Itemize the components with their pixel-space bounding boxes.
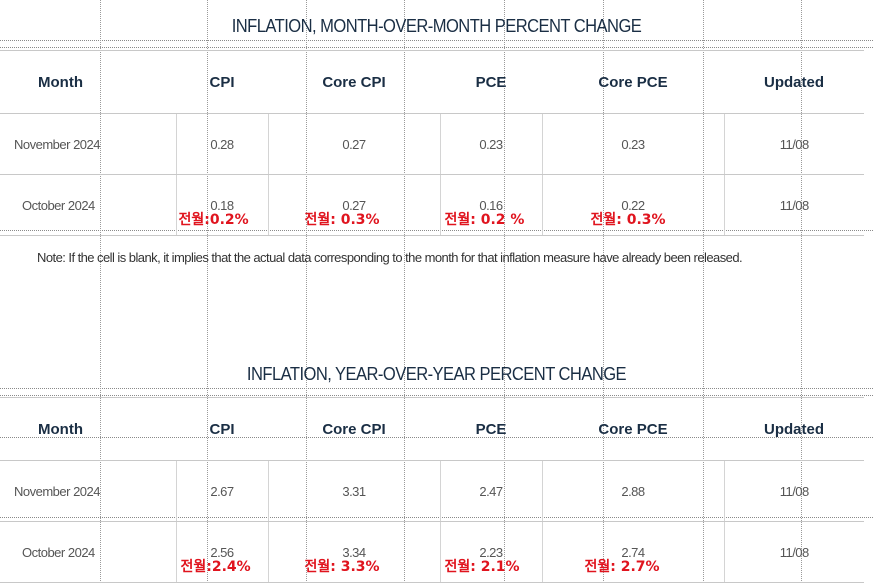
updated-cell: 11/08 xyxy=(723,460,864,522)
header-updated: Updated xyxy=(724,397,864,461)
dotted-guide xyxy=(404,0,405,583)
mom-header-row: Month CPI Core CPI PCE Core PCE Updated xyxy=(0,50,864,114)
cpi-value: 0.18 xyxy=(210,197,234,213)
core-cpi-cell: 0.27 전월: 0.3% xyxy=(267,174,440,236)
prev-month-annotation: 전월: 0.3% xyxy=(304,212,380,228)
pce-cell: 0.23 xyxy=(439,113,542,175)
dotted-guide xyxy=(703,0,704,583)
dotted-guide xyxy=(0,395,873,396)
prev-month-annotation: 전월: 0.3% xyxy=(590,212,666,228)
prev-month-annotation: 전월: 3.3% xyxy=(304,559,380,575)
core-pce-cell: 2.88 xyxy=(541,460,724,522)
yoy-table: Month CPI Core CPI PCE Core PCE Updated … xyxy=(0,397,864,583)
cpi-cell: 2.67 xyxy=(175,460,268,522)
mom-table: Month CPI Core CPI PCE Core PCE Updated … xyxy=(0,50,864,236)
cpi-value: 2.56 xyxy=(210,544,234,560)
pce-value: 0.16 xyxy=(479,197,503,213)
dotted-guide xyxy=(603,0,604,583)
header-core-cpi: Core CPI xyxy=(268,50,440,114)
pce-cell: 0.16 전월: 0.2 % xyxy=(439,174,542,236)
prev-month-annotation: 전월:2.4% xyxy=(180,559,251,575)
core-pce-cell: 2.74 전월: 2.7% xyxy=(541,521,724,583)
prev-month-annotation: 전월: 2.1% xyxy=(444,559,520,575)
core-cpi-value: 0.27 xyxy=(342,197,366,213)
month-cell: October 2024 xyxy=(0,521,176,583)
header-updated: Updated xyxy=(724,50,864,114)
pce-cell: 2.47 xyxy=(439,460,542,522)
table-row: October 2024 0.18 전월:0.2% 0.27 전월: 0.3% … xyxy=(0,174,864,236)
dotted-guide xyxy=(0,388,873,389)
header-cpi: CPI xyxy=(176,50,268,114)
month-cell: November 2024 xyxy=(0,113,176,175)
core-pce-cell: 0.23 xyxy=(541,113,724,175)
pce-cell: 2.23 전월: 2.1% xyxy=(439,521,542,583)
core-cpi-cell: 3.31 xyxy=(267,460,440,522)
header-pce: PCE xyxy=(440,50,542,114)
prev-month-annotation: 전월: 2.7% xyxy=(584,559,660,575)
header-month: Month xyxy=(0,397,176,461)
header-core-cpi: Core CPI xyxy=(268,397,440,461)
prev-month-annotation: 전월:0.2% xyxy=(178,212,249,228)
cpi-cell: 2.56 전월:2.4% xyxy=(175,521,268,583)
core-pce-value: 0.22 xyxy=(621,197,645,213)
cpi-cell: 0.28 xyxy=(175,113,268,175)
header-month: Month xyxy=(0,50,176,114)
pce-value: 2.23 xyxy=(479,544,503,560)
month-cell: November 2024 xyxy=(0,460,176,522)
core-cpi-cell: 3.34 전월: 3.3% xyxy=(267,521,440,583)
core-pce-value: 2.74 xyxy=(621,544,645,560)
header-cpi: CPI xyxy=(176,397,268,461)
dotted-guide xyxy=(0,40,873,41)
dotted-guide xyxy=(306,0,307,583)
dotted-guide xyxy=(801,0,802,583)
dotted-guide xyxy=(207,0,208,583)
core-pce-cell: 0.22 전월: 0.3% xyxy=(541,174,724,236)
yoy-header-row: Month CPI Core CPI PCE Core PCE Updated xyxy=(0,397,864,461)
core-cpi-value: 3.34 xyxy=(342,544,366,560)
table-row: October 2024 2.56 전월:2.4% 3.34 전월: 3.3% … xyxy=(0,521,864,583)
prev-month-annotation: 전월: 0.2 % xyxy=(444,212,525,228)
cpi-cell: 0.18 전월:0.2% xyxy=(175,174,268,236)
dotted-guide xyxy=(0,47,873,48)
updated-cell: 11/08 xyxy=(723,174,864,236)
table-row: November 2024 0.28 0.27 0.23 0.23 11/08 xyxy=(0,113,864,175)
month-cell: October 2024 xyxy=(0,174,176,236)
updated-cell: 11/08 xyxy=(723,113,864,175)
yoy-title: INFLATION, YEAR-OVER-YEAR PERCENT CHANGE xyxy=(246,364,627,384)
dotted-guide xyxy=(504,0,505,583)
mom-title: INFLATION, MONTH-OVER-MONTH PERCENT CHAN… xyxy=(231,16,642,36)
header-core-pce: Core PCE xyxy=(542,50,724,114)
dotted-guide xyxy=(100,0,101,583)
footnote: Note: If the cell is blank, it implies t… xyxy=(37,250,743,265)
header-pce: PCE xyxy=(440,397,542,461)
table-row: November 2024 2.67 3.31 2.47 2.88 11/08 xyxy=(0,460,864,522)
core-cpi-cell: 0.27 xyxy=(267,113,440,175)
header-core-pce: Core PCE xyxy=(542,397,724,461)
updated-cell: 11/08 xyxy=(723,521,864,583)
